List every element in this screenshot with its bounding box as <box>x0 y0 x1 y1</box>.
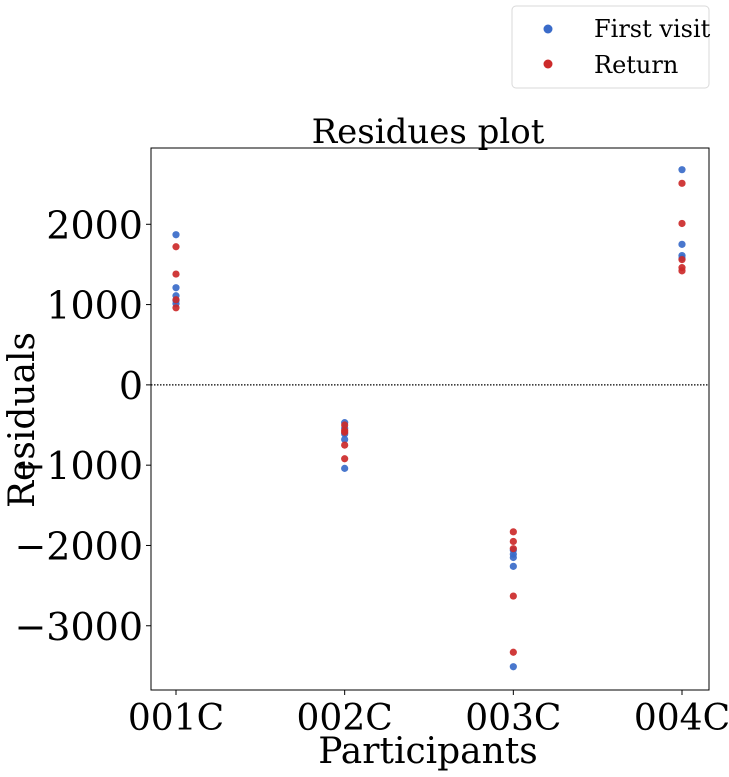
x-tick-label: 001C <box>128 698 224 739</box>
y-tick-label: −3000 <box>14 605 143 649</box>
y-axis-label: Residuals <box>2 332 43 508</box>
data-points <box>172 166 686 671</box>
x-tick-label: 004C <box>634 698 729 739</box>
chart-title: Residues plot <box>312 112 545 152</box>
y-tick-label: −1000 <box>14 444 143 488</box>
y-tick-label: −2000 <box>14 524 143 568</box>
data-point-first-visit <box>172 231 180 239</box>
x-axis-label: Participants <box>318 731 538 772</box>
data-point-return <box>678 267 686 275</box>
data-point-return <box>172 243 180 251</box>
data-point-first-visit <box>509 562 517 570</box>
data-point-first-visit <box>341 464 349 472</box>
data-point-return <box>509 545 517 553</box>
y-tick-label: 0 <box>119 364 143 408</box>
data-point-return <box>678 179 686 187</box>
data-point-first-visit <box>341 435 349 444</box>
data-point-first-visit <box>678 166 686 174</box>
data-point-return <box>341 441 349 449</box>
legend-label-return: Return <box>594 51 678 79</box>
legend-marker-first-visit <box>543 24 553 34</box>
data-point-return <box>509 592 517 600</box>
data-point-first-visit <box>172 284 180 292</box>
data-point-return <box>172 296 180 304</box>
data-point-return <box>172 270 180 278</box>
plot-frame <box>150 147 710 691</box>
data-point-return <box>341 421 349 429</box>
x-tick-label: 002C <box>297 698 393 739</box>
data-point-first-visit <box>678 240 686 248</box>
data-point-return <box>341 455 349 463</box>
data-point-return <box>341 428 349 436</box>
data-point-return <box>509 648 517 656</box>
data-point-return <box>509 528 517 536</box>
data-point-first-visit <box>509 663 517 671</box>
legend-label-first-visit: First visit <box>594 15 711 43</box>
data-point-return <box>678 219 686 228</box>
data-point-return <box>678 256 686 264</box>
legend-frame <box>511 5 710 89</box>
data-point-return <box>172 304 180 312</box>
y-tick-label: 2000 <box>46 203 143 247</box>
x-tick-label: 003C <box>465 698 561 739</box>
axis-ticks: −3000 −2000 −1000 0 1000 2000 001C 002C 003C 004C <box>14 203 729 739</box>
legend: First visit Return <box>511 5 711 89</box>
data-point-return <box>509 537 517 546</box>
data-point-first-visit <box>509 553 517 562</box>
y-tick-label: 1000 <box>46 284 143 328</box>
legend-marker-return <box>543 59 553 69</box>
